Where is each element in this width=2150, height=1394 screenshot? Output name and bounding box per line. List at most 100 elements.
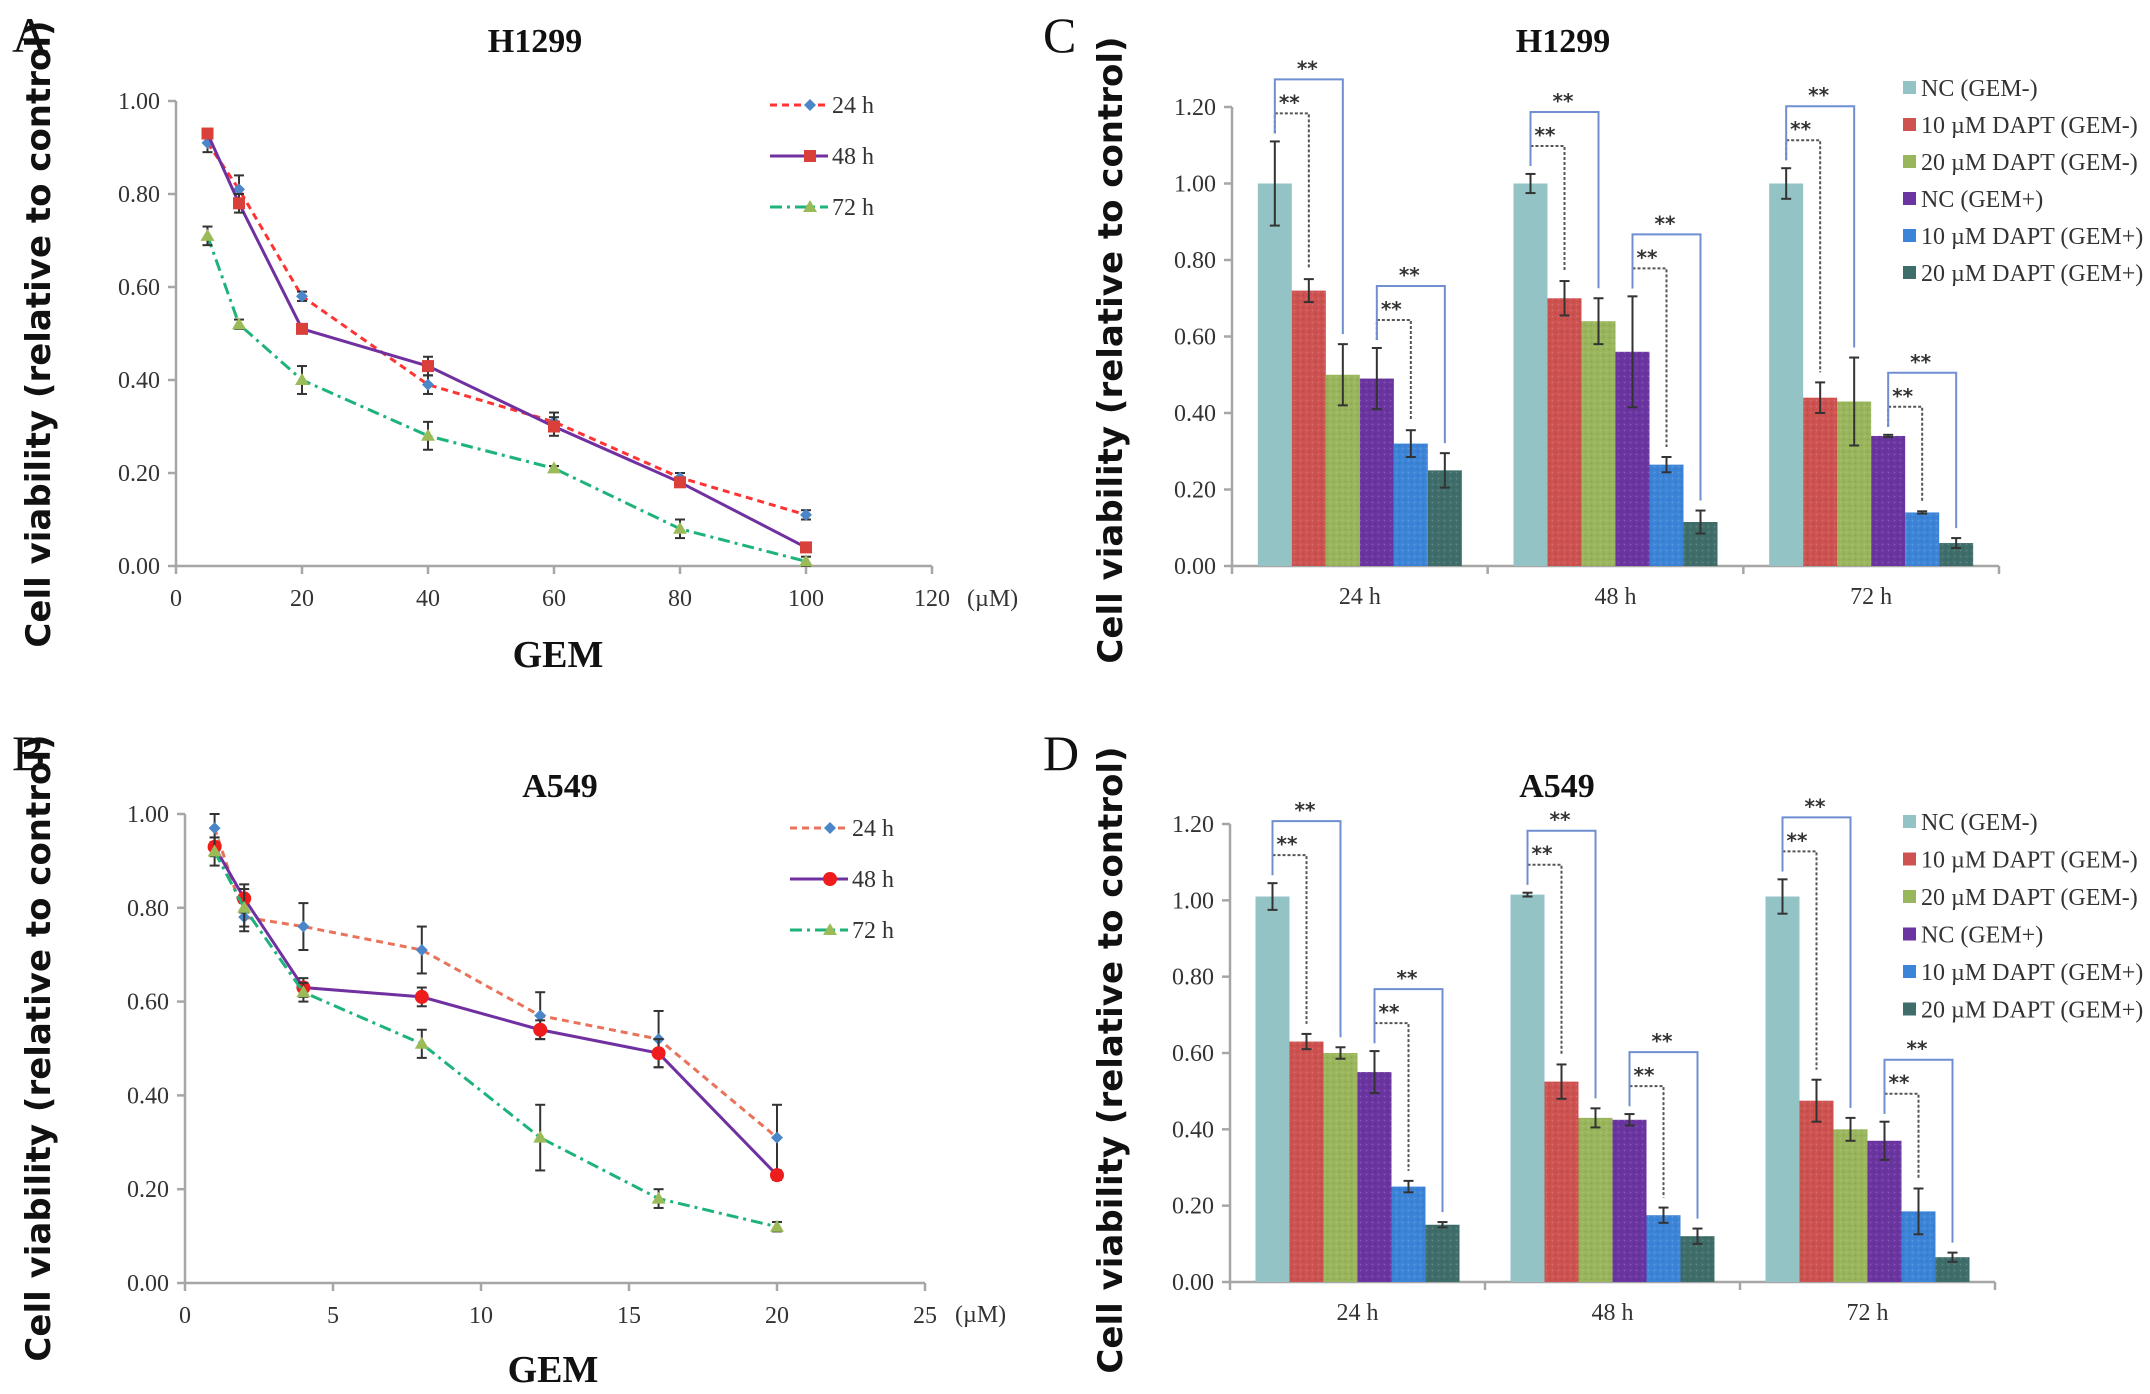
series-24-h <box>208 813 783 1172</box>
significance-label: ** <box>1655 211 1676 235</box>
panel-d-title: A549 <box>1519 768 1595 805</box>
legend-entry: 72 h <box>770 195 874 221</box>
x-tick-label: 25 <box>913 1303 937 1329</box>
y-tick-label: 0.00 <box>127 1271 169 1297</box>
data-point <box>233 197 245 210</box>
legend-label: 24 h <box>852 816 894 842</box>
legend-marker <box>804 99 816 111</box>
panel-b-x-unit: (µM) <box>955 1302 1006 1328</box>
legend-label: 10 µM DAPT (GEM+) <box>1921 960 2143 986</box>
data-point <box>296 322 308 335</box>
significance-bracket: ** <box>1273 56 1344 335</box>
data-point <box>296 985 311 998</box>
data-point <box>770 1219 784 1232</box>
legend-swatch <box>1903 192 1916 205</box>
bar-texture <box>1578 1117 1613 1282</box>
data-point <box>770 1168 784 1183</box>
legend-label: 20 µM DAPT (GEM-) <box>1921 885 2138 911</box>
legend-label: NC (GEM-) <box>1921 810 2038 836</box>
y-tick-label: 0.80 <box>127 896 169 922</box>
legend-label: 24 h <box>832 93 874 119</box>
legend-label: NC (GEM+) <box>1921 923 2043 949</box>
bracket-line <box>1781 816 1852 1108</box>
bracket-line <box>1526 829 1597 1099</box>
legend-label: 20 µM DAPT (GEM+) <box>1921 998 2143 1024</box>
bar-texture <box>1833 1129 1868 1282</box>
significance-label: ** <box>1637 245 1658 269</box>
bar-texture <box>1357 1072 1392 1282</box>
legend-label: 20 µM DAPT (GEM+) <box>1921 261 2143 287</box>
x-tick-label: 0 <box>179 1303 191 1329</box>
legend-label: 48 h <box>852 867 894 893</box>
y-tick-label: 0.80 <box>1172 965 1214 991</box>
y-tick-label: 0.20 <box>127 1177 169 1203</box>
significance-label: ** <box>1787 828 1808 852</box>
y-tick-label: 0.40 <box>1174 401 1216 427</box>
significance-bracket: ** <box>1529 89 1600 289</box>
significance-label: ** <box>1379 1000 1400 1024</box>
significance-bracket: ** <box>1373 966 1444 1213</box>
y-tick-label: 1.20 <box>1174 95 1216 121</box>
x-tick-label: 72 h <box>1847 1300 1889 1326</box>
y-tick-label: 1.20 <box>1172 812 1214 838</box>
significance-bracket: ** <box>1887 350 1958 529</box>
data-point <box>232 317 246 330</box>
legend-swatch <box>1903 118 1916 131</box>
bar-texture <box>1393 443 1428 566</box>
x-tick-label: 24 h <box>1339 584 1381 610</box>
bar-texture <box>1289 1041 1324 1282</box>
y-tick-label: 0.80 <box>118 182 160 208</box>
data-point <box>201 127 214 140</box>
legend-label: 10 µM DAPT (GEM-) <box>1921 848 2138 874</box>
bar-texture <box>1939 543 1974 566</box>
significance-bracket: ** <box>1628 1029 1699 1219</box>
data-point <box>233 183 245 196</box>
bar-texture <box>1425 1224 1460 1282</box>
legend-entry: 10 µM DAPT (GEM-) <box>1903 848 2138 874</box>
bar-texture <box>1323 1053 1358 1282</box>
bracket-line <box>1883 1058 1954 1243</box>
legend-label: 72 h <box>832 195 874 221</box>
bar-texture <box>1581 321 1616 566</box>
legend-swatch <box>1903 155 1916 168</box>
bar <box>1769 183 1804 566</box>
significance-bracket: ** <box>1375 263 1446 444</box>
data-point <box>533 1022 548 1037</box>
legend-entry: 10 µM DAPT (GEM-) <box>1903 113 2138 139</box>
bar-texture <box>1544 1081 1579 1282</box>
significance-label: ** <box>1808 83 1829 107</box>
data-point <box>534 1009 547 1022</box>
y-tick-label: 0.20 <box>1172 1194 1214 1220</box>
panel-c-title: H1299 <box>1516 23 1610 60</box>
legend-marker <box>803 200 817 212</box>
legend-label: 48 h <box>832 144 874 170</box>
bar-texture <box>1646 1215 1681 1282</box>
data-point <box>800 508 812 521</box>
data-point <box>422 360 434 373</box>
data-point <box>651 1046 666 1061</box>
legend-swatch <box>1903 229 1916 242</box>
legend-entry: 20 µM DAPT (GEM+) <box>1903 261 2143 287</box>
panel-d-ylabel: Cell viability (relative to control) <box>1091 746 1131 1373</box>
bracket-line <box>1373 988 1444 1213</box>
panel-a-ylabel: Cell viability (relative to control) <box>19 20 59 647</box>
panel-a-plot: 0.00 0.20 0.40 0.60 0.80 1.00 0 20 40 60 80 100 120 2… <box>118 89 950 612</box>
panel-a-title: H1299 <box>488 23 582 60</box>
panel-a-xlabel: GEM <box>513 634 604 676</box>
bar <box>1255 896 1290 1282</box>
bar-texture <box>1612 1119 1647 1282</box>
significance-label: ** <box>1790 117 1811 141</box>
x-tick-label: 20 <box>765 1303 789 1329</box>
panel-b-xlabel: GEM <box>508 1349 599 1391</box>
legend-marker <box>823 923 837 935</box>
series-48-h <box>207 836 784 1183</box>
data-point <box>297 920 310 933</box>
significance-bracket: ** <box>1526 808 1597 1099</box>
legend-label: 20 µM DAPT (GEM-) <box>1921 150 2138 176</box>
legend-entry: 10 µM DAPT (GEM+) <box>1903 224 2143 250</box>
x-tick-label: 0 <box>170 586 182 612</box>
x-tick-label: 24 h <box>1337 1300 1379 1326</box>
series-24-h <box>201 132 812 521</box>
y-tick-label: 0.00 <box>1174 554 1216 580</box>
data-point <box>296 290 308 303</box>
